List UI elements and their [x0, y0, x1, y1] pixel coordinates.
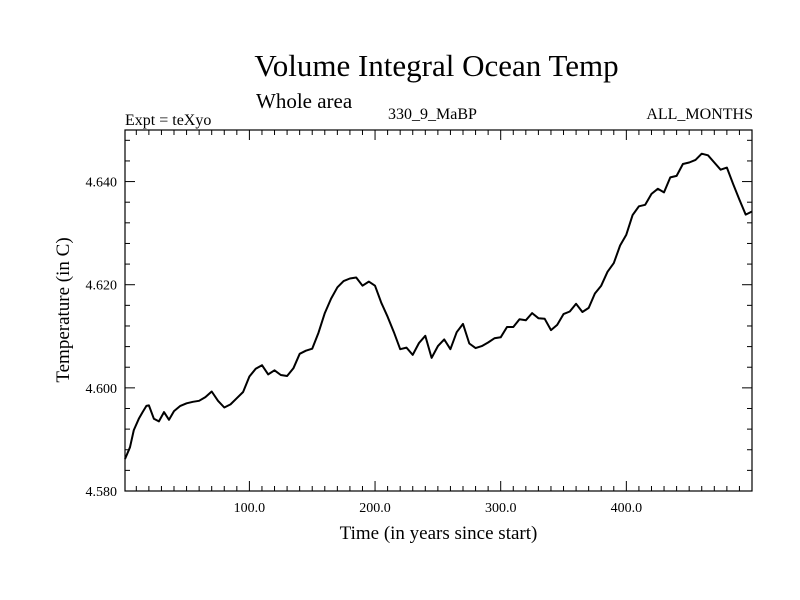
axis-ticks [125, 130, 752, 491]
x-tick-label: 400.0 [611, 501, 643, 516]
y-tick-label: 4.600 [86, 382, 118, 397]
x-tick-label: 100.0 [234, 501, 266, 516]
x-tick-label: 300.0 [485, 501, 517, 516]
y-tick-label: 4.640 [86, 176, 118, 191]
plot-frame [124, 129, 753, 492]
chart-subtitle: Whole area [256, 89, 353, 113]
months-label: ALL_MONTHS [646, 106, 753, 123]
experiment-label: Expt = teXyo [125, 112, 212, 129]
x-tick-label: 200.0 [359, 501, 391, 516]
x-axis-label: Time (in years since start) [339, 523, 538, 544]
series-line [124, 152, 753, 460]
chart-title: Volume Integral Ocean Temp [254, 48, 619, 83]
y-tick-label: 4.580 [86, 485, 118, 500]
y-tick-label: 4.620 [86, 279, 118, 294]
tick-labels: 100.0 200.0 300.0 400.0 4.580 4.600 4.620 4.640 [86, 176, 643, 516]
run-label: 330_9_MaBP [388, 106, 477, 123]
